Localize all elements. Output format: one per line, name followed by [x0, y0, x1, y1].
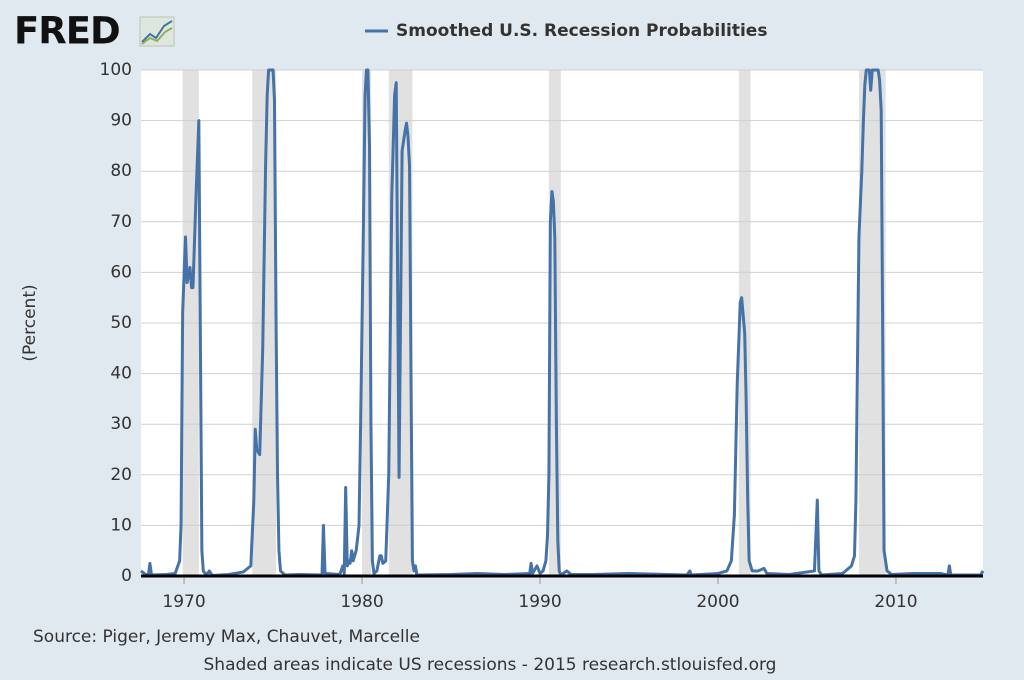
x-tick-label: 1970: [162, 592, 205, 612]
logo: FRED: [14, 10, 120, 53]
y-tick-label: 90: [110, 111, 132, 131]
legend-label: Smoothed U.S. Recession Probabilities: [396, 21, 767, 41]
y-tick-label: 20: [110, 465, 132, 485]
y-tick-label: 40: [110, 364, 132, 384]
x-tick-label: 2010: [874, 592, 917, 612]
y-tick-label: 60: [110, 262, 132, 282]
x-tick-label: 2000: [696, 592, 739, 612]
note: Shaded areas indicate US recessions - 20…: [204, 655, 777, 675]
y-tick-label: 100: [100, 60, 132, 80]
y-tick-label: 80: [110, 161, 132, 181]
y-tick-label: 10: [110, 515, 132, 535]
logo-icon: [139, 16, 175, 47]
y-tick-label: 70: [110, 212, 132, 232]
series-line: [140, 68, 985, 577]
x-tick-label: 1990: [518, 592, 561, 612]
y-tick-label: 50: [110, 313, 132, 333]
y-axis-label: (Percent): [20, 284, 40, 361]
x-tick-label: 1980: [340, 592, 383, 612]
y-tick-label: 0: [121, 566, 132, 586]
y-tick-label: 30: [110, 414, 132, 434]
source: Source: Piger, Jeremy Max, Chauvet, Marc…: [33, 627, 420, 647]
